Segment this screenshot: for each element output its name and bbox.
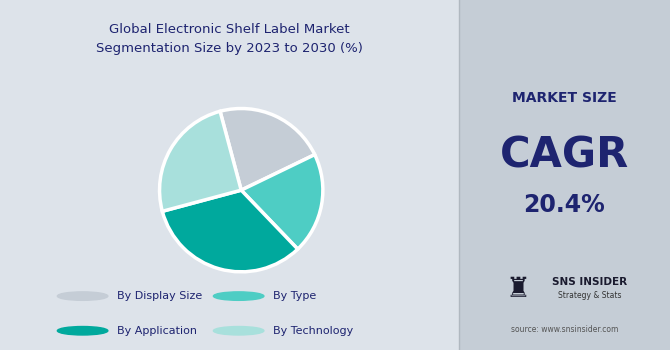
Text: By Display Size: By Display Size — [117, 291, 202, 301]
Text: CAGR: CAGR — [500, 135, 629, 177]
Circle shape — [214, 327, 264, 335]
Wedge shape — [241, 155, 323, 249]
Text: SNS INSIDER: SNS INSIDER — [552, 277, 627, 287]
Text: ♜: ♜ — [506, 275, 531, 303]
Circle shape — [58, 292, 108, 300]
Text: source: www.snsinsider.com: source: www.snsinsider.com — [511, 324, 618, 334]
Circle shape — [214, 292, 264, 300]
Text: Strategy & Stats: Strategy & Stats — [558, 291, 622, 300]
Circle shape — [58, 327, 108, 335]
Text: MARKET SIZE: MARKET SIZE — [512, 91, 617, 105]
Text: By Technology: By Technology — [273, 326, 353, 336]
FancyBboxPatch shape — [455, 0, 670, 350]
Wedge shape — [162, 190, 297, 272]
Text: Global Electronic Shelf Label Market
Segmentation Size by 2023 to 2030 (%): Global Electronic Shelf Label Market Seg… — [96, 23, 363, 55]
Wedge shape — [220, 108, 315, 190]
Text: 20.4%: 20.4% — [523, 193, 606, 217]
Wedge shape — [159, 111, 241, 211]
Text: By Type: By Type — [273, 291, 316, 301]
Text: By Application: By Application — [117, 326, 197, 336]
